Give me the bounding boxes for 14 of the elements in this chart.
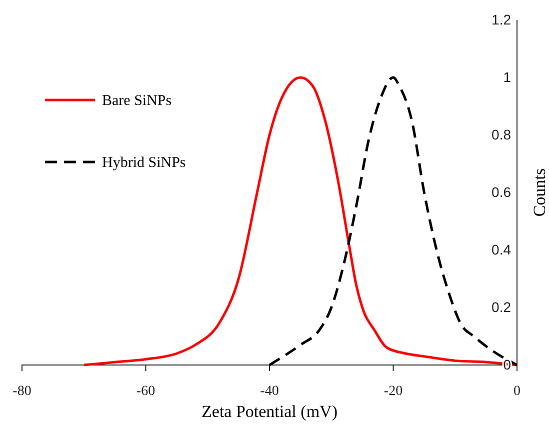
y-axis-title: Counts	[530, 168, 549, 217]
x-tick-label: -20	[384, 384, 403, 399]
x-axis-title: Zeta Potential (mV)	[202, 402, 338, 421]
x-tick-label: -60	[136, 384, 156, 399]
y-tick-label: 1.2	[492, 11, 512, 28]
y-tick-label: 1	[503, 68, 512, 85]
legend-label: Hybrid SiNPs	[102, 155, 186, 171]
x-tick-label: -80	[12, 384, 32, 399]
y-tick-label: 0.4	[492, 241, 512, 258]
y-tick-label: 0.6	[492, 184, 512, 200]
y-tick-label: 0.8	[492, 126, 512, 142]
y-tick-label: 0.2	[492, 298, 512, 315]
x-tick-label: -40	[260, 384, 279, 399]
legend-label: Bare SiNPs	[102, 93, 172, 109]
